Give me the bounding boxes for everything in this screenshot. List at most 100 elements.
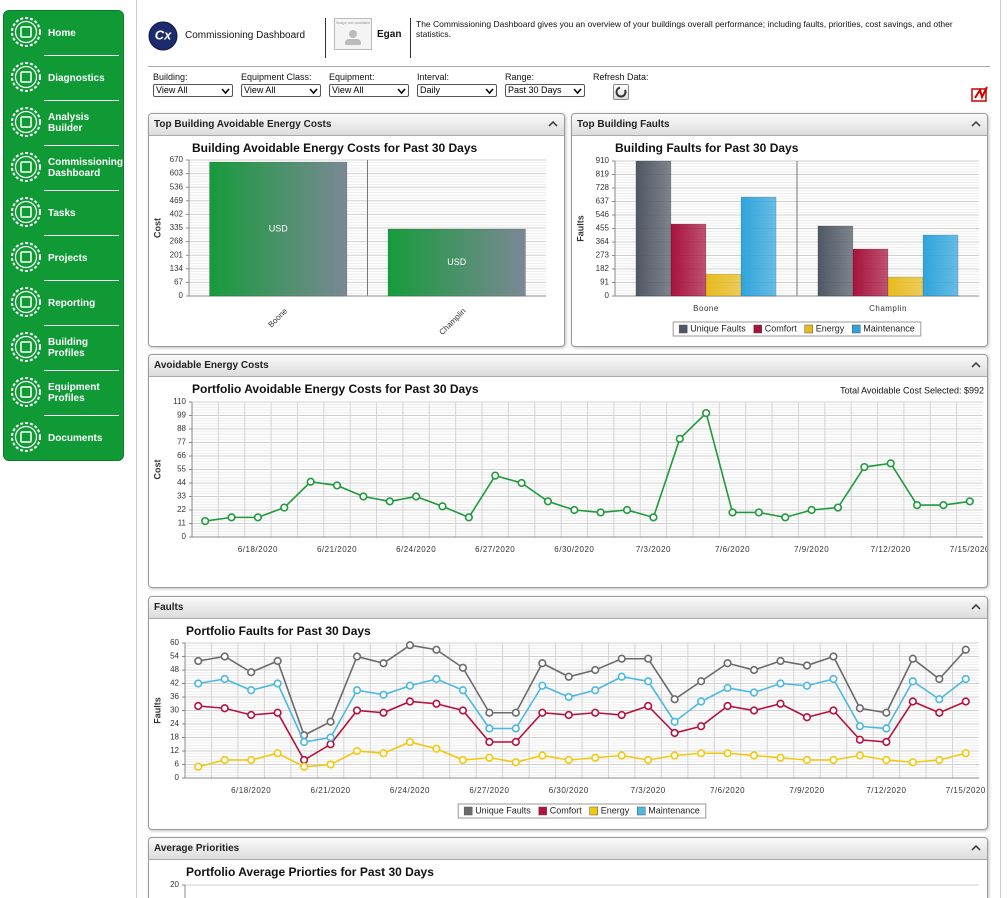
select[interactable]: View All	[153, 84, 233, 97]
user-image: Image not available	[334, 18, 372, 50]
nav-item[interactable]: Tasks	[4, 191, 123, 236]
collapse[interactable]	[548, 120, 558, 128]
y-tick-label: 637	[596, 197, 610, 206]
legend-label: Comfort	[765, 323, 798, 333]
y-tick-label: 910	[596, 156, 610, 165]
legend-swatch	[678, 324, 688, 334]
y-tick-label: 0	[182, 532, 187, 541]
icon-ring	[11, 377, 41, 407]
nav-item[interactable]: Building Profiles	[4, 326, 123, 371]
bar	[922, 234, 959, 297]
select-arrow	[485, 88, 494, 94]
panel-title: Average Priorities	[154, 843, 240, 854]
nav-item[interactable]: Documents	[4, 416, 123, 461]
panel: Faults Portfolio Faults for Past 30 Days…	[148, 596, 988, 830]
y-tick-label: 12	[170, 746, 179, 755]
panel-title: Top Building Avoidable Energy Costs	[154, 119, 332, 130]
point	[273, 656, 282, 666]
y-tick-label: 273	[596, 251, 610, 260]
select-value: Daily	[420, 85, 441, 95]
icon-ring	[14, 65, 38, 89]
point	[379, 708, 388, 717]
point	[432, 744, 441, 753]
point	[194, 762, 203, 771]
caret	[548, 120, 558, 127]
chart: Building Faults for Past 30 Days Faults 0 9…	[575, 141, 979, 337]
point	[961, 749, 970, 758]
legend-swatch	[852, 324, 861, 334]
point	[247, 686, 256, 695]
nav-item[interactable]: Diagnostics	[4, 56, 123, 101]
legend-label: Maintenance	[863, 323, 915, 333]
select[interactable]: View All	[329, 84, 409, 97]
nav-item[interactable]: Home	[4, 11, 123, 56]
collapse[interactable]	[971, 361, 981, 369]
chart-title: Building Avoidable Energy Costs for Past…	[192, 141, 478, 155]
point	[855, 704, 865, 713]
icon-glyph	[20, 161, 32, 173]
point	[458, 663, 468, 672]
collapse[interactable]	[971, 603, 981, 611]
collapse[interactable]	[971, 844, 981, 852]
icon-glyph	[20, 386, 32, 398]
collapse[interactable]	[971, 120, 981, 128]
nav-label: Tasks	[48, 207, 76, 219]
point	[723, 659, 732, 668]
point	[644, 701, 653, 711]
filter-label: Equipment:	[329, 72, 375, 82]
select[interactable]: Daily	[417, 84, 497, 97]
point	[644, 677, 653, 686]
nav-item[interactable]: Projects	[4, 236, 123, 281]
point	[829, 652, 838, 661]
point	[860, 462, 869, 472]
point	[564, 755, 573, 765]
line	[205, 411, 970, 522]
nav-label: Home	[48, 27, 76, 39]
point	[405, 737, 415, 747]
chart-title: Portfolio Average Priorties for Past 30 …	[186, 865, 434, 879]
image-placeholder: Image not available	[335, 20, 371, 25]
x-tick-label: 7/6/2020	[715, 545, 750, 554]
legend-swatch	[589, 806, 598, 816]
logo: Cx	[148, 21, 178, 51]
nav-item[interactable]: Reporting	[4, 281, 123, 326]
point	[802, 681, 812, 690]
nav-separator	[44, 370, 119, 371]
point	[564, 672, 573, 681]
point	[802, 713, 812, 722]
refresh-button[interactable]	[613, 84, 629, 100]
point	[644, 654, 653, 663]
nav-item[interactable]: Analysis Builder	[4, 101, 123, 146]
nav-item[interactable]: Equipment Profiles	[4, 371, 123, 416]
x-tick-label: 6/24/2020	[390, 786, 430, 795]
select-value: View All	[244, 85, 276, 95]
y-tick-label: 335	[170, 223, 184, 232]
y-axis-label: Faults	[575, 215, 585, 242]
point	[247, 755, 256, 765]
bar	[740, 196, 777, 297]
point	[649, 513, 658, 522]
point	[696, 722, 706, 731]
x-tick-label: 6/18/2020	[238, 545, 278, 554]
y-tick-label: 48	[170, 665, 179, 674]
point	[352, 652, 362, 661]
select[interactable]: Past 30 Days	[505, 84, 585, 97]
nav-item[interactable]: Commissioning Dashboard	[4, 146, 123, 191]
point	[564, 692, 573, 702]
legend: Unique Faults Comfort Energy Maintenance	[672, 321, 922, 337]
chart: Portfolio Faults for Past 30 Days Faults 0…	[152, 624, 985, 819]
pdf-export[interactable]	[970, 85, 990, 103]
filter-label: Range:	[505, 72, 535, 82]
y-tick-label: 18	[170, 733, 179, 742]
point	[749, 688, 759, 697]
y-tick-label: 22	[177, 505, 186, 514]
chart: Portfolio Avoidable Energy Costs for Pas…	[152, 382, 987, 554]
point	[912, 500, 922, 510]
y-axis-label: Cost	[152, 218, 162, 238]
point	[807, 505, 816, 515]
legend: Unique Faults Comfort Energy Maintenance	[457, 803, 707, 819]
icon-glyph	[20, 251, 32, 263]
point	[485, 753, 494, 762]
caret	[971, 120, 981, 127]
select[interactable]: View All	[241, 84, 321, 97]
